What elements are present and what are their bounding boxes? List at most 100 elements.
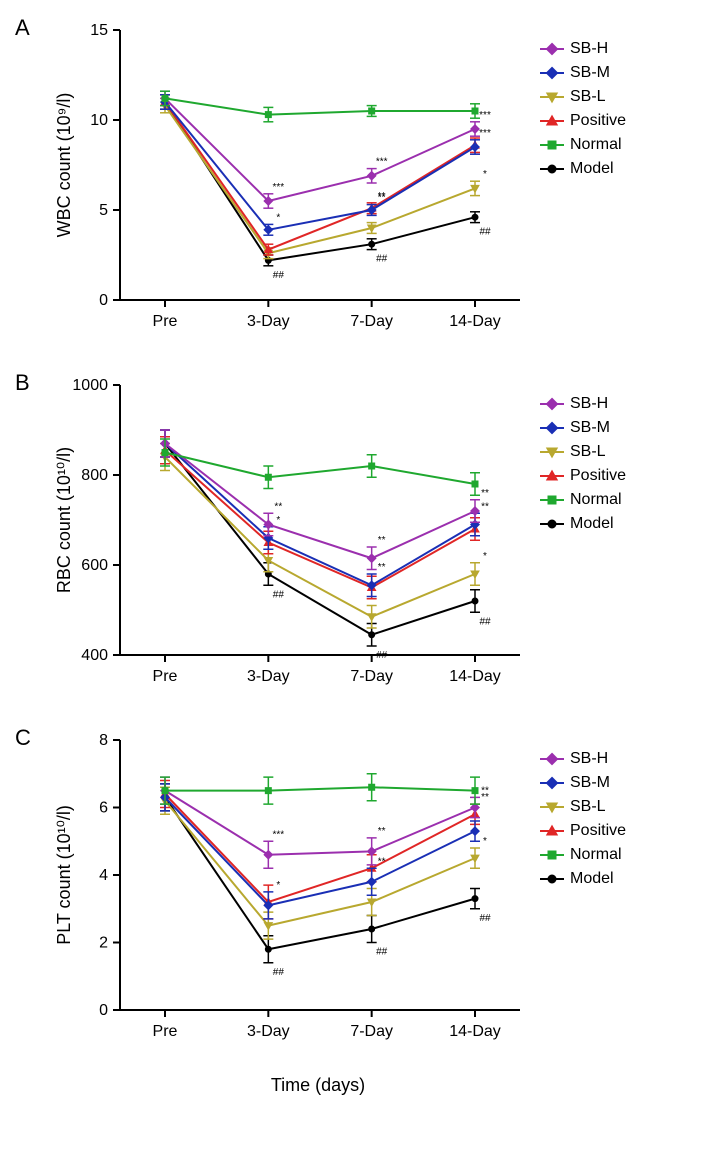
legend-item-Model: Model (540, 515, 626, 533)
svg-text:7-Day: 7-Day (350, 1023, 393, 1040)
svg-text:***: *** (272, 182, 284, 193)
svg-text:##: ## (479, 913, 491, 924)
legend-label: Model (570, 160, 614, 178)
svg-text:Pre: Pre (153, 313, 178, 330)
panel-label-A: A (15, 15, 30, 41)
legend-label: SB-H (570, 40, 608, 58)
svg-text:RBC count (10¹⁰/l): RBC count (10¹⁰/l) (54, 447, 74, 593)
legend-item-Positive: Positive (540, 822, 626, 840)
svg-text:6: 6 (99, 800, 108, 817)
legend-item-Normal: Normal (540, 846, 626, 864)
svg-text:0: 0 (99, 1002, 108, 1019)
svg-text:7-Day: 7-Day (350, 668, 393, 685)
chart-C: 02468Pre3-Day7-Day14-DayPLT count (10¹⁰/… (50, 725, 530, 1065)
svg-text:**: ** (378, 535, 386, 546)
svg-text:***: *** (479, 110, 491, 121)
legend-label: SB-M (570, 64, 610, 82)
svg-text:8: 8 (99, 732, 108, 749)
x-axis-title: Time (days) (0, 1075, 701, 1096)
panel-C: C 02468Pre3-Day7-Day14-DayPLT count (10¹… (15, 725, 701, 1065)
svg-text:15: 15 (90, 22, 108, 39)
legend-label: Positive (570, 822, 626, 840)
svg-text:*: * (483, 169, 487, 180)
svg-text:14-Day: 14-Day (449, 1023, 501, 1040)
svg-text:14-Day: 14-Day (449, 313, 501, 330)
svg-text:***: *** (479, 128, 491, 139)
panel-B: B 400 600 800 1000 Pre 3-Day 7-Day 14-Day RBC co… (15, 370, 701, 710)
panel-A: A 051015Pre3-Day7-Day14-DayWBC count (10… (15, 15, 701, 355)
svg-text:3-Day: 3-Day (247, 313, 290, 330)
legend-label: Normal (570, 846, 622, 864)
svg-text:*: * (276, 212, 280, 223)
legend-B: SB-H SB-M SB-L Positive Normal (530, 370, 626, 539)
panel-label-C: C (15, 725, 31, 751)
svg-text:0: 0 (99, 292, 108, 309)
legend-item-Positive: Positive (540, 467, 626, 485)
legend-A: SB-H SB-M SB-L Positive Normal (530, 15, 626, 184)
legend-item-SB-M: SB-M (540, 774, 626, 792)
svg-text:3-Day: 3-Day (247, 668, 290, 685)
svg-text:2: 2 (99, 935, 108, 952)
svg-text:3-Day: 3-Day (247, 1023, 290, 1040)
svg-text:**: ** (274, 501, 282, 512)
panel-label-B: B (15, 370, 30, 396)
legend-item-SB-L: SB-L (540, 798, 626, 816)
svg-text:*: * (276, 515, 280, 526)
legend-item-Normal: Normal (540, 491, 626, 509)
svg-text:Pre: Pre (153, 668, 178, 685)
legend-item-SB-L: SB-L (540, 443, 626, 461)
svg-text:4: 4 (99, 867, 108, 884)
legend-label: SB-M (570, 419, 610, 437)
svg-text:14-Day: 14-Day (449, 668, 501, 685)
svg-text:5: 5 (99, 202, 108, 219)
svg-text:*: * (483, 551, 487, 562)
legend-label: SB-H (570, 395, 608, 413)
legend-label: Normal (570, 491, 622, 509)
svg-text:PLT count (10¹⁰/l): PLT count (10¹⁰/l) (54, 805, 74, 945)
svg-text:800: 800 (81, 467, 108, 484)
svg-text:1000: 1000 (72, 377, 108, 394)
legend-item-Model: Model (540, 160, 626, 178)
legend-label: SB-H (570, 750, 608, 768)
legend-item-SB-H: SB-H (540, 750, 626, 768)
legend-item-Positive: Positive (540, 112, 626, 130)
svg-text:##: ## (273, 589, 285, 600)
legend-label: SB-L (570, 443, 606, 461)
chart-B: 400 600 800 1000 Pre 3-Day 7-Day 14-Day RBC coun… (50, 370, 530, 710)
legend-label: Model (570, 515, 614, 533)
legend-label: Positive (570, 467, 626, 485)
svg-text:**: ** (481, 785, 489, 796)
svg-text:**: ** (378, 856, 386, 867)
legend-item-SB-M: SB-M (540, 64, 626, 82)
chart-A: 051015Pre3-Day7-Day14-DayWBC count (10⁹/… (50, 15, 530, 355)
svg-text:##: ## (479, 227, 491, 238)
svg-text:**: ** (481, 488, 489, 499)
legend-C: SB-H SB-M SB-L Positive Normal (530, 725, 626, 894)
svg-text:*: * (276, 880, 280, 891)
svg-text:##: ## (376, 947, 388, 958)
legend-item-SB-H: SB-H (540, 40, 626, 58)
legend-item-SB-L: SB-L (540, 88, 626, 106)
legend-item-SB-M: SB-M (540, 419, 626, 437)
svg-text:WBC count (10⁹/l): WBC count (10⁹/l) (54, 93, 74, 238)
legend-item-Normal: Normal (540, 136, 626, 154)
figure-root: A 0 5 10 15 Pre 3-Day 7-Day 14-Day WBC count (10… (15, 15, 701, 1096)
svg-text:##: ## (376, 254, 388, 265)
legend-item-Model: Model (540, 870, 626, 888)
svg-text:*: * (483, 836, 487, 847)
svg-text:**: ** (481, 501, 489, 512)
svg-text:##: ## (273, 270, 285, 281)
svg-text:**: ** (378, 193, 386, 204)
svg-text:##: ## (273, 967, 285, 978)
svg-text:##: ## (479, 616, 491, 627)
svg-text:##: ## (376, 650, 388, 661)
svg-text:400: 400 (81, 647, 108, 664)
svg-text:***: *** (272, 829, 284, 840)
legend-label: Normal (570, 136, 622, 154)
svg-text:600: 600 (81, 557, 108, 574)
legend-label: Model (570, 870, 614, 888)
svg-text:***: *** (376, 157, 388, 168)
legend-label: SB-L (570, 88, 606, 106)
legend-label: Positive (570, 112, 626, 130)
svg-text:10: 10 (90, 112, 108, 129)
